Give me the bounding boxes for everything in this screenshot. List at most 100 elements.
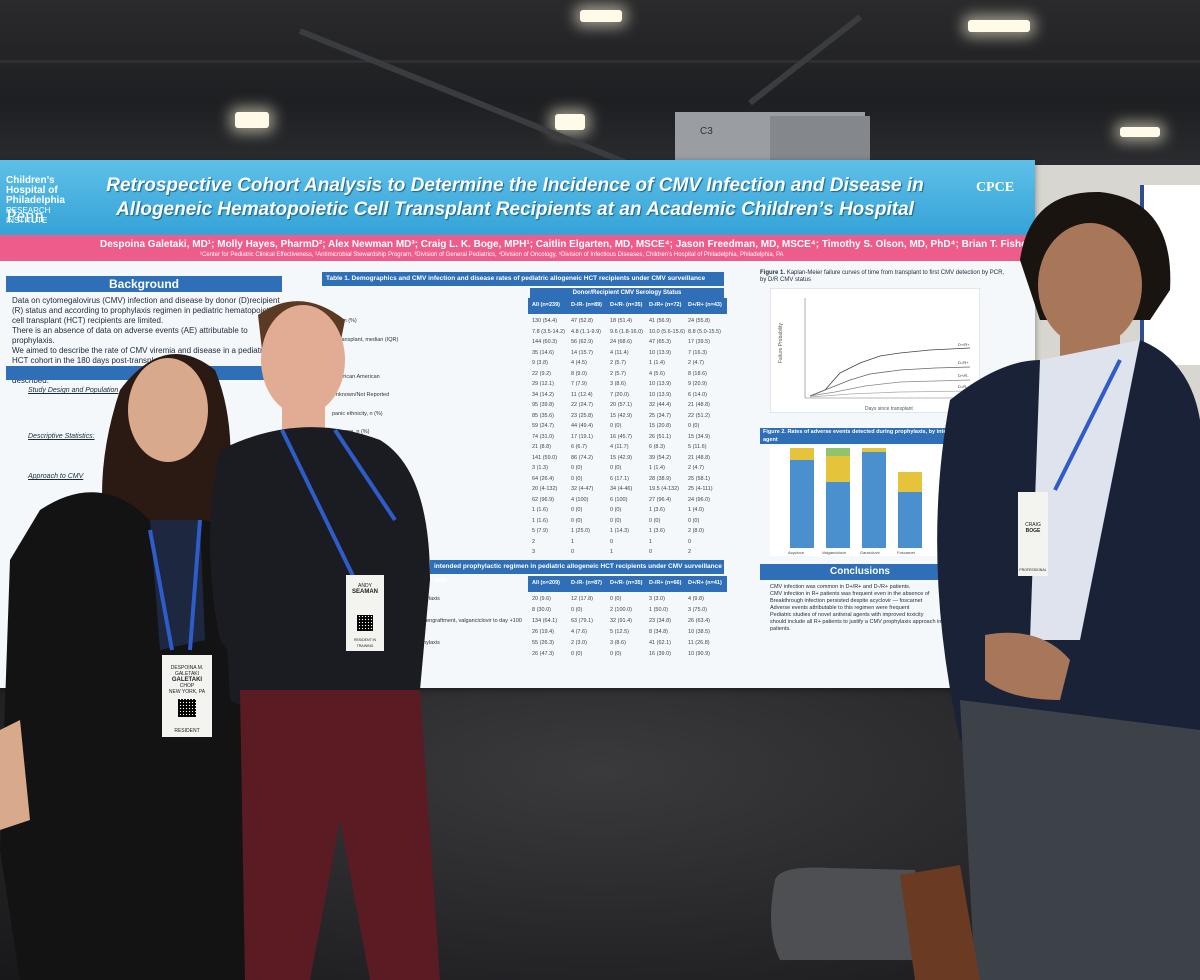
name-badge-middle: ANDY SEAMAN RESIDENT IN TRAINING [346, 575, 384, 651]
table-cell: 1 (4.0) [688, 507, 704, 513]
table-cell: 26 (47.3) [532, 651, 555, 657]
table-cell: 6 (100) [610, 496, 628, 503]
table-cell: 32 (4-47) [571, 486, 594, 492]
table-cell: 5 (7.9) [532, 528, 548, 534]
table-cell: 29 (12.1) [532, 381, 555, 387]
table-cell: 4.8 (1.1-9.9) [571, 328, 601, 335]
table-cell: 24 (68.6) [610, 339, 633, 345]
penn-logo: Penn [6, 206, 44, 227]
table-cell: 3 (75.0) [688, 607, 707, 613]
conclusion-bullet: should include all R+ patients to justif… [770, 619, 942, 625]
conclusion-bullet: Adverse events attributable to this regi… [770, 605, 910, 611]
table-cell: 22 (24.7) [571, 402, 594, 408]
table-cell: 26 (51.1) [649, 433, 672, 440]
table-cell: 1 (1.6) [532, 507, 548, 513]
table-cell: 0 [688, 538, 692, 545]
figure1-ylabel: Failure Probability [778, 322, 784, 363]
table-cell: 4 (100) [571, 496, 589, 503]
table-cell: 25 (58.1) [688, 475, 711, 482]
table-cell: 21 (8.8) [532, 444, 551, 450]
table1-title: Table 1. Demographics and CMV infection … [322, 272, 724, 286]
table-cell: 32 (44.4) [649, 402, 672, 408]
badge-role: RESIDENT [174, 728, 200, 734]
table-cell: 56 (62.9) [571, 339, 594, 345]
approach-heading: Approach to CMV [28, 473, 84, 480]
table-cell: 3 (3.0) [649, 596, 665, 602]
km-series-label: D-/R- [958, 384, 968, 389]
table-column-header: All (n=209) [532, 580, 560, 586]
table-cell: 0 (0) [610, 596, 622, 602]
hands [985, 632, 1070, 700]
ceiling [0, 0, 1200, 192]
chop-logo-sub: RESEARCH INSTITUTE [6, 206, 51, 225]
table-cell: 8 (30.0) [532, 607, 551, 613]
table-cell: 3 (1.3) [532, 465, 548, 471]
conclusion-bullet: CMV infection in R+ patients was frequen… [770, 591, 930, 597]
table-cell: 63 (79.1) [571, 618, 594, 624]
table-cell: 10 (13.9) [649, 349, 672, 356]
face [1038, 223, 1142, 347]
table-cell: 3 [532, 549, 536, 555]
table-cell: 14 (15.7) [571, 349, 594, 356]
table-cell: 19.5 (4-132) [649, 486, 679, 492]
cpce-logo: CPCE [965, 180, 1025, 196]
booth-label: C3 [700, 126, 713, 137]
name-badge-right: CRAIG BOGE PROFESSIONAL [1018, 492, 1048, 576]
table-cell: 4 (11.4) [610, 349, 629, 356]
figure2-category-label: Acyclovir [788, 550, 805, 555]
table-cell: 7 (16.3) [688, 349, 707, 356]
table-cell: 9.6 (1.8-16.0) [610, 328, 644, 335]
ceiling-light [555, 114, 585, 130]
table-cell: 4 (4.5) [571, 360, 587, 366]
table-cell: 44 (49.4) [571, 423, 594, 429]
km-series-label: D+/R+ [958, 342, 970, 347]
table-cell: 2 (4.7) [688, 465, 704, 471]
table-cell: 15 (42.9) [610, 454, 633, 461]
table-cell: 10 (13.9) [649, 391, 672, 398]
table-cell: 4 (9.8) [688, 596, 704, 602]
person-middle [210, 301, 440, 980]
cpce-logo-text: CPCE [975, 180, 1015, 195]
table-cell: 15 (34.9) [688, 433, 711, 440]
gray-bag [771, 867, 922, 960]
table-cell: 26 (63.4) [688, 618, 711, 624]
badge-qr-code [178, 699, 196, 717]
table-cell: 47 (52.8) [571, 318, 594, 324]
badge-name: GALETAKI [171, 677, 203, 683]
conclusion-bullet: Breakthrough infection persisted despite… [770, 598, 923, 604]
hand [0, 720, 30, 830]
table-cell: 26 (19.4) [532, 629, 555, 635]
table-cell: 7 (20.0) [610, 391, 629, 398]
table-row-label: phylaxis [420, 596, 440, 602]
pants [240, 690, 440, 980]
badge-qr-code [357, 615, 373, 631]
table-cell: 10.0 (5.6-15.6) [649, 328, 686, 335]
table-cell: 95 (39.8) [532, 402, 555, 408]
figure2-plot: Acyclovir Valganciclovir Ganciclovir Fos… [770, 446, 950, 556]
table-column-header: D+/R+ (n=43) [688, 302, 722, 308]
poster-title-line1: Retrospective Cohort Analysis to Determi… [106, 175, 924, 196]
km-curve-dneg-rneg [809, 390, 971, 398]
chop-logo: Children’s Hospital of Philadelphia RESE… [6, 176, 88, 226]
badge-org: CHOP [179, 683, 195, 689]
table-cell: 8 (9.0) [571, 370, 587, 377]
poster-title-line2: Allogeneic Hematopoietic Cell Transplant… [116, 199, 914, 220]
table-cell: 41 (62.1) [649, 640, 672, 646]
table-cell: 25 (4-111) [688, 486, 713, 492]
background-header: Background [6, 276, 282, 292]
table-column-header: D+/R- (n=35) [610, 302, 643, 308]
table-row-label: at transplant, median (IQR) [332, 336, 399, 343]
table-cell: 8 (18.6) [688, 370, 707, 377]
table-cell: 28 (38.9) [649, 475, 672, 482]
author-list: Despoina Galetaki, MD¹; Molly Hayes, Pha… [100, 239, 1035, 250]
table-cell: 0 (0) [571, 517, 583, 524]
table-cell: 2 (3.0) [571, 640, 587, 646]
table-cell: 130 (54.4) [532, 318, 558, 324]
table-row-label: or African American [332, 373, 380, 380]
table-cell: 17 (19.1) [571, 433, 594, 440]
table-cell: 10 (38.5) [688, 629, 711, 635]
bags [771, 865, 980, 980]
table-cell: 2 (100.0) [610, 607, 633, 613]
table-cell: 5 (11.6) [688, 444, 707, 450]
